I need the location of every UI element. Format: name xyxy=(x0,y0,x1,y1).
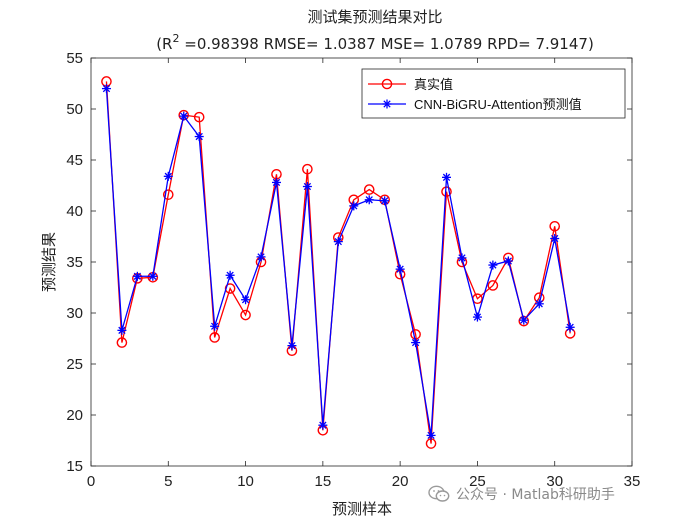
x-tick-label: 35 xyxy=(624,473,641,490)
series-2-point xyxy=(117,325,127,335)
x-axis-label: 预测样本 xyxy=(332,500,392,518)
watermark: 公众号 · Matlab科研助手 xyxy=(428,484,615,504)
series-2-point xyxy=(565,322,575,332)
x-tick-label: 15 xyxy=(315,473,332,490)
series-2-point xyxy=(503,256,513,266)
series-2-point xyxy=(519,315,529,325)
legend: 真实值 CNN-BiGRU-Attention预测值 xyxy=(361,68,626,119)
axes-box xyxy=(90,57,633,467)
legend-label-1: 真实值 xyxy=(414,77,453,92)
y-tick-label: 25 xyxy=(66,356,83,373)
series-2-point xyxy=(101,84,111,94)
subtitle-prefix: (R xyxy=(156,35,172,53)
series-2-point xyxy=(132,271,142,281)
series-2-point xyxy=(302,182,312,192)
x-tick-label: 25 xyxy=(469,473,486,490)
x-tick-label: 5 xyxy=(164,473,172,490)
series-2-point xyxy=(287,341,297,351)
legend-label-2: CNN-BiGRU-Attention预测值 xyxy=(414,97,582,112)
series-1-point xyxy=(193,111,205,123)
x-tick-label: 0 xyxy=(87,473,95,490)
series-2-point xyxy=(472,312,482,322)
y-tick-label: 35 xyxy=(66,254,83,271)
series-1-point xyxy=(209,332,220,343)
y-axis-label: 预测结果 xyxy=(40,232,58,292)
series-2-point xyxy=(318,420,328,430)
series-2-point xyxy=(333,237,343,247)
y-tick-label: 15 xyxy=(66,458,83,475)
series-1-point xyxy=(240,309,251,321)
y-tick-label: 40 xyxy=(66,203,83,220)
x-tick-label: 30 xyxy=(546,473,563,490)
series-2-point xyxy=(241,295,251,305)
series-1-point xyxy=(549,220,561,232)
series-2-point xyxy=(364,195,374,205)
series-2-point xyxy=(442,172,452,182)
y-tick-label: 30 xyxy=(66,305,83,322)
x-tick-label: 10 xyxy=(237,473,254,490)
y-tick-label: 20 xyxy=(66,407,83,424)
watermark-text: 公众号 · Matlab科研助手 xyxy=(456,487,615,503)
series-2-point xyxy=(225,270,235,280)
series-2-point xyxy=(194,132,204,142)
series-2-point xyxy=(395,264,405,274)
series-2-point xyxy=(148,271,158,281)
series-1-point xyxy=(162,189,174,200)
series-2-point xyxy=(534,299,544,309)
x-tick-label: 20 xyxy=(392,473,409,490)
series-2-point xyxy=(179,111,189,121)
series-1-point xyxy=(116,337,128,348)
y-tick-label: 50 xyxy=(66,101,83,118)
series-2-point xyxy=(210,321,220,331)
plot-area: 0 5 10 15 20 25 30 35 15 20 25 30 35 40 45 50 55 xyxy=(66,50,640,490)
series-2-point xyxy=(380,196,390,206)
y-tick-label: 55 xyxy=(66,50,83,67)
series-1-point xyxy=(487,280,499,291)
series-2-point xyxy=(163,171,173,181)
series-2-point xyxy=(426,430,436,440)
chart-subtitle: (R2 =0.98398 RMSE= 1.0387 MSE= 1.0789 RP… xyxy=(156,32,594,53)
legend-box xyxy=(361,68,626,119)
series-2-point xyxy=(457,253,467,263)
series-2-point xyxy=(488,260,498,270)
subtitle-superscript: 2 xyxy=(172,32,179,45)
y-tick-label: 45 xyxy=(66,152,83,169)
legend-marker-1 xyxy=(381,78,393,90)
series-2-point xyxy=(550,234,560,244)
wechat-icon xyxy=(428,485,450,502)
series-2-point xyxy=(256,252,266,262)
legend-marker-2 xyxy=(382,99,392,109)
series-2-point xyxy=(411,338,421,348)
series-1-point xyxy=(363,184,375,195)
series-1-point xyxy=(302,163,313,175)
series-2-point xyxy=(349,201,359,211)
series-2-point xyxy=(271,177,281,187)
subtitle-rest: =0.98398 RMSE= 1.0387 MSE= 1.0789 RPD= 7… xyxy=(179,35,593,53)
chart-title: 测试集预测结果对比 xyxy=(307,8,442,26)
